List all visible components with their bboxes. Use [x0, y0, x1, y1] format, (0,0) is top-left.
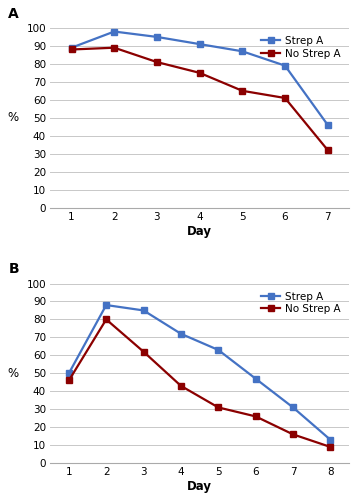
No Strep A — [104, 316, 108, 322]
Strep A — [69, 44, 74, 51]
Strep A — [328, 437, 333, 443]
Line: Strep A: Strep A — [68, 28, 331, 128]
X-axis label: Day: Day — [187, 480, 212, 493]
Strep A — [104, 302, 108, 308]
Strep A — [67, 370, 71, 376]
Line: Strep A: Strep A — [66, 302, 334, 443]
No Strep A — [240, 88, 245, 94]
No Strep A — [283, 95, 287, 101]
No Strep A — [179, 383, 183, 389]
Legend: Strep A, No Strep A: Strep A, No Strep A — [258, 33, 344, 62]
X-axis label: Day: Day — [187, 224, 212, 237]
No Strep A — [69, 46, 74, 52]
Strep A — [155, 34, 159, 40]
Strep A — [112, 28, 116, 34]
Y-axis label: %: % — [7, 367, 18, 380]
Text: A: A — [8, 7, 19, 21]
Strep A — [216, 347, 220, 353]
Strep A — [291, 404, 295, 410]
Text: B: B — [8, 262, 19, 276]
No Strep A — [155, 59, 159, 65]
No Strep A — [216, 404, 220, 410]
Strep A — [326, 122, 330, 128]
Line: No Strep A: No Strep A — [66, 316, 334, 450]
Strep A — [253, 376, 258, 382]
Strep A — [283, 62, 287, 68]
No Strep A — [198, 70, 202, 76]
No Strep A — [328, 444, 333, 450]
No Strep A — [141, 349, 146, 355]
Strep A — [240, 48, 245, 54]
No Strep A — [112, 44, 116, 51]
Strep A — [198, 41, 202, 47]
Strep A — [141, 308, 146, 314]
Y-axis label: %: % — [7, 112, 18, 124]
No Strep A — [291, 432, 295, 438]
No Strep A — [67, 378, 71, 384]
Legend: Strep A, No Strep A: Strep A, No Strep A — [258, 288, 344, 318]
No Strep A — [326, 147, 330, 153]
Line: No Strep A: No Strep A — [68, 44, 331, 154]
No Strep A — [253, 414, 258, 420]
Strep A — [179, 331, 183, 337]
